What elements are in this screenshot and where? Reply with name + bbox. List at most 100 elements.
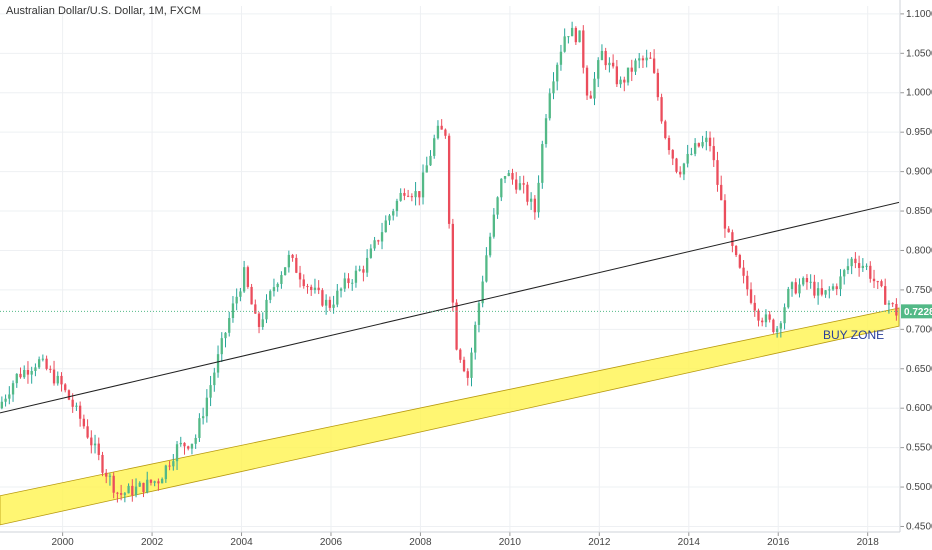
candle-body: [410, 196, 414, 198]
candle-body: [369, 248, 373, 258]
candle-body: [276, 283, 279, 288]
candle-body: [317, 287, 320, 291]
candle-body: [761, 320, 764, 323]
candle-body: [399, 192, 402, 201]
candle-body: [298, 272, 302, 280]
candle-body: [630, 67, 633, 72]
candle-body: [869, 265, 872, 279]
candle-body: [172, 461, 175, 467]
candle-body: [742, 267, 745, 276]
grid-lines: [0, 6, 899, 532]
candle-body: [138, 482, 141, 487]
candle-body: [626, 67, 630, 83]
candle-body: [652, 58, 656, 73]
candle-body: [716, 160, 719, 185]
candle-body: [324, 299, 328, 306]
candle-body: [149, 479, 153, 483]
candle-body: [15, 373, 18, 384]
candle-body: [727, 228, 730, 233]
candle-body: [321, 290, 324, 306]
candle-body: [332, 304, 335, 308]
candle-body: [108, 475, 112, 477]
candle-body: [403, 192, 406, 196]
candle-body: [824, 290, 827, 295]
candle-body: [582, 30, 585, 68]
candle-body: [600, 50, 604, 61]
candle-body: [362, 269, 365, 273]
candle-body: [388, 215, 391, 221]
candle-body: [764, 314, 768, 323]
candle-body: [239, 291, 242, 297]
buy-zone-label: BUY ZONE: [823, 328, 884, 342]
candle-body: [753, 302, 756, 311]
candle-body: [884, 286, 887, 305]
candle-body: [78, 405, 82, 419]
y-tick-label: 0.45000: [906, 521, 932, 532]
candle-body: [634, 60, 637, 72]
candle-body: [198, 418, 201, 438]
candle-body: [343, 278, 346, 289]
candle-body: [392, 211, 395, 216]
candle-body: [429, 155, 432, 166]
candle-body: [638, 58, 641, 61]
candle-body: [798, 284, 801, 294]
candle-body: [339, 288, 343, 291]
candle-body: [26, 370, 30, 375]
candle-body: [835, 286, 838, 290]
candle-body: [11, 383, 15, 395]
candle-body: [712, 146, 715, 161]
candle-body: [585, 67, 589, 96]
candle-body: [220, 338, 223, 355]
buy-zone-band: [0, 307, 900, 526]
x-tick-label: 2014: [678, 537, 701, 548]
trendline: [0, 201, 900, 414]
candle-body: [895, 304, 898, 316]
candle-body: [623, 79, 626, 83]
candle-body: [809, 281, 812, 283]
x-tick-label: 2000: [51, 537, 74, 548]
candle-body: [8, 394, 11, 399]
candle-body: [861, 265, 865, 268]
candle-body: [433, 138, 436, 156]
candle-body: [351, 282, 354, 284]
candle-body: [283, 267, 287, 276]
candle-body: [839, 276, 842, 290]
candle-body: [533, 198, 537, 213]
candle-body: [34, 367, 37, 371]
candle-body: [164, 465, 168, 480]
candle-body: [105, 472, 108, 477]
candle-body: [805, 278, 809, 283]
candle-body: [235, 296, 238, 304]
candle-body: [526, 184, 529, 202]
candle-body: [731, 232, 734, 246]
candle-body: [548, 93, 551, 119]
candle-body: [265, 299, 268, 320]
candle-body: [876, 281, 879, 283]
candle-body: [224, 332, 227, 339]
candle-body: [183, 442, 186, 447]
candle-body: [395, 200, 399, 212]
candle-body: [649, 57, 652, 59]
candle-body: [358, 269, 361, 271]
candle-body: [45, 358, 48, 369]
candle-body: [37, 359, 41, 368]
candle-body: [872, 278, 876, 282]
candle-body: [515, 179, 518, 190]
candle-body: [660, 97, 663, 122]
candle-body: [556, 64, 559, 82]
candle-body: [865, 265, 868, 267]
candle-body: [537, 182, 540, 213]
candle-body: [611, 62, 615, 67]
candle-body: [682, 163, 686, 175]
y-tick-label: 0.75000: [906, 285, 932, 296]
candle-body: [846, 266, 850, 271]
y-tick-label: 0.55000: [906, 443, 932, 454]
candle-body: [671, 150, 674, 159]
candle-body: [213, 372, 216, 386]
candle-body: [201, 416, 205, 419]
candle-body: [242, 267, 246, 292]
candle-body: [160, 479, 164, 484]
candle-body: [690, 153, 693, 155]
x-tick-label: 2018: [857, 537, 880, 548]
